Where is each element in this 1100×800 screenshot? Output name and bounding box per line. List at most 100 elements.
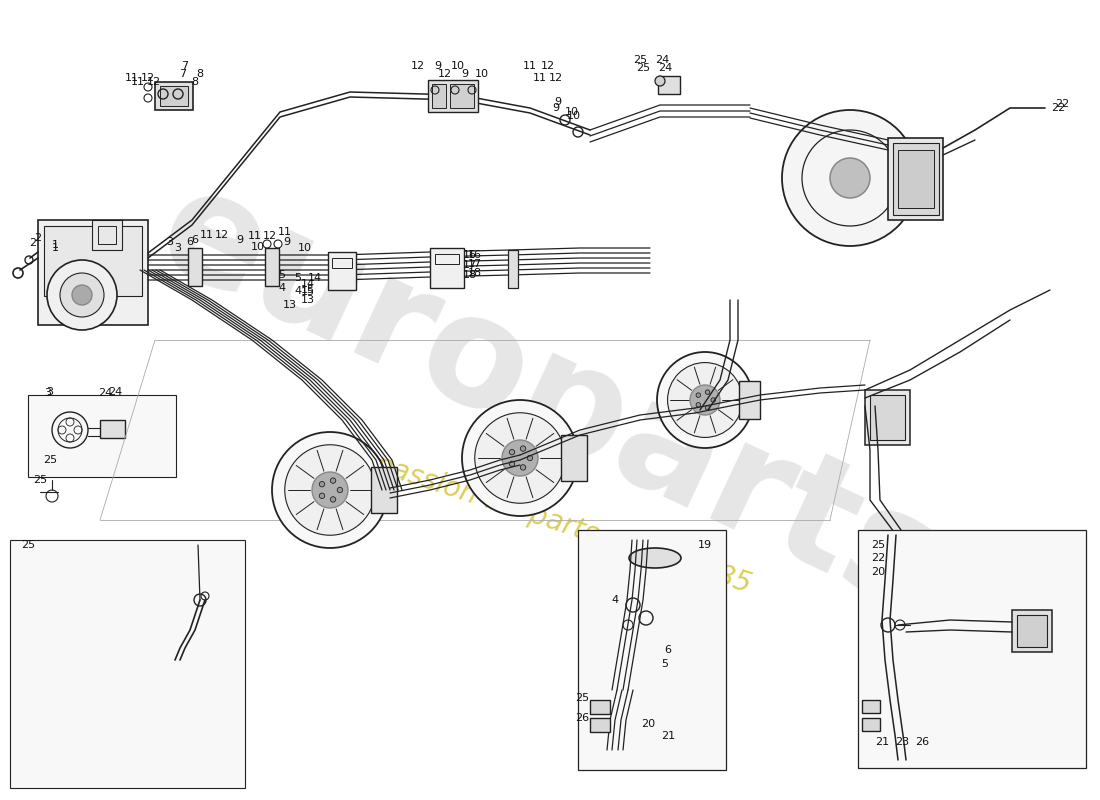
Text: 10: 10: [475, 69, 490, 79]
Text: 5: 5: [295, 273, 301, 283]
Text: 11: 11: [278, 227, 292, 237]
Bar: [865, 390, 910, 445]
Bar: [39, 220, 148, 325]
Circle shape: [312, 472, 348, 508]
Text: 13: 13: [301, 295, 315, 305]
Text: 26: 26: [915, 737, 930, 747]
Text: 16: 16: [463, 250, 477, 260]
Bar: [870, 395, 905, 440]
Text: 19: 19: [697, 540, 712, 550]
Bar: [888, 138, 943, 220]
Text: 22: 22: [1055, 99, 1069, 109]
Text: 10: 10: [451, 61, 465, 71]
Text: 12: 12: [263, 231, 277, 241]
Circle shape: [520, 465, 526, 470]
Bar: [1012, 610, 1052, 652]
Text: 11: 11: [131, 77, 145, 87]
Circle shape: [690, 385, 721, 415]
Text: 25: 25: [21, 540, 35, 550]
Circle shape: [129, 656, 135, 663]
Text: 25: 25: [632, 55, 647, 65]
Text: europarts: europarts: [135, 154, 965, 646]
Bar: [434, 254, 459, 264]
Text: 21: 21: [661, 731, 675, 741]
Text: 5: 5: [661, 659, 669, 669]
Text: 11: 11: [248, 231, 262, 241]
Circle shape: [72, 285, 92, 305]
Text: 11: 11: [125, 73, 139, 83]
Bar: [265, 248, 279, 286]
Text: 14: 14: [301, 279, 315, 289]
Bar: [738, 381, 760, 419]
Text: 6: 6: [191, 235, 198, 245]
Text: 14: 14: [308, 273, 322, 283]
Text: 11: 11: [522, 61, 537, 71]
Ellipse shape: [629, 548, 681, 568]
Bar: [178, 619, 211, 677]
Circle shape: [114, 652, 121, 658]
Circle shape: [47, 260, 117, 330]
Bar: [430, 248, 464, 288]
Circle shape: [668, 362, 742, 438]
Text: 6: 6: [187, 237, 194, 247]
Circle shape: [56, 576, 200, 720]
Circle shape: [696, 402, 701, 407]
Text: 12: 12: [141, 73, 155, 83]
Text: 18: 18: [468, 268, 482, 278]
Text: 8: 8: [197, 69, 204, 79]
Circle shape: [657, 352, 754, 448]
Bar: [658, 76, 680, 94]
Text: 7: 7: [179, 69, 187, 79]
Text: 9: 9: [552, 103, 560, 113]
Bar: [98, 226, 116, 244]
Bar: [188, 248, 202, 286]
Text: 22: 22: [871, 553, 886, 563]
Text: 12: 12: [438, 69, 452, 79]
Text: 24: 24: [108, 387, 122, 397]
Bar: [862, 718, 880, 731]
Circle shape: [60, 273, 104, 317]
Bar: [858, 530, 1086, 768]
Bar: [898, 150, 934, 208]
Text: 9: 9: [554, 97, 562, 107]
Text: 17: 17: [468, 259, 482, 269]
Circle shape: [654, 76, 666, 86]
Text: 12: 12: [147, 77, 161, 87]
Text: 11: 11: [200, 230, 214, 240]
Bar: [862, 700, 880, 713]
Text: 24: 24: [658, 63, 672, 73]
Circle shape: [462, 400, 578, 516]
Bar: [10, 540, 245, 788]
Bar: [155, 82, 192, 110]
Text: 2: 2: [30, 238, 36, 248]
Circle shape: [330, 497, 336, 502]
Circle shape: [475, 413, 565, 503]
Circle shape: [319, 482, 324, 487]
Text: 4: 4: [278, 283, 286, 293]
Text: 11: 11: [534, 73, 547, 83]
Text: 9: 9: [236, 235, 243, 245]
Text: 5: 5: [278, 270, 286, 280]
Text: 25: 25: [33, 475, 47, 485]
Text: 24: 24: [654, 55, 669, 65]
Text: 12: 12: [411, 61, 425, 71]
Text: 1: 1: [52, 243, 58, 253]
Circle shape: [520, 446, 526, 451]
Text: 4: 4: [612, 595, 618, 605]
Text: 18: 18: [463, 270, 477, 280]
Circle shape: [106, 626, 150, 670]
Text: A passion for parts since 1985: A passion for parts since 1985: [345, 442, 755, 598]
Text: 10: 10: [251, 242, 265, 252]
Text: 25: 25: [871, 540, 886, 550]
Text: 10: 10: [565, 107, 579, 117]
Circle shape: [136, 645, 143, 651]
Circle shape: [509, 461, 515, 466]
Text: 12: 12: [541, 61, 556, 71]
Bar: [590, 718, 610, 732]
Text: 25: 25: [43, 455, 57, 465]
Bar: [432, 84, 446, 108]
Text: 3: 3: [46, 387, 54, 397]
Bar: [561, 435, 586, 482]
Bar: [92, 220, 122, 250]
Bar: [578, 530, 726, 770]
